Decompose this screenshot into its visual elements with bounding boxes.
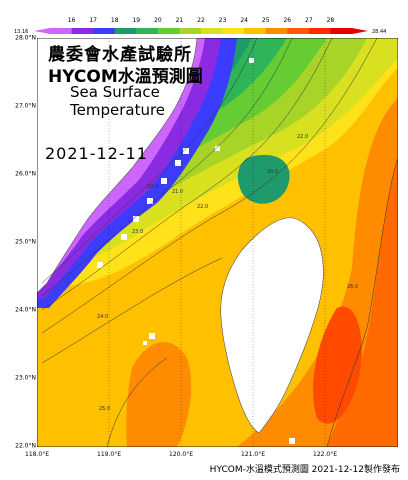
contour-21 bbox=[41, 38, 293, 297]
lon-label: 122.0°E bbox=[313, 451, 337, 458]
contour-26 bbox=[326, 157, 398, 447]
cool-lens-strait bbox=[237, 154, 290, 204]
colorbar-segment bbox=[71, 28, 94, 34]
colorbar-segment bbox=[136, 28, 159, 34]
lat-label: 27.0°N bbox=[15, 102, 36, 110]
colorbar-tick-label: 17 bbox=[89, 17, 97, 24]
contour-label: 21.0 bbox=[172, 189, 183, 195]
colorbar-tick-label: 21 bbox=[176, 17, 184, 24]
colorbar-arrow-min bbox=[34, 28, 50, 34]
contour-label: 22.0 bbox=[197, 204, 208, 210]
lat-label: 22.0°N bbox=[15, 442, 36, 450]
colorbar-segment bbox=[50, 28, 73, 34]
coastal-cell bbox=[183, 148, 189, 154]
model-title: HYCOM水溫預測圖 bbox=[48, 67, 203, 87]
colorbar-tick-label: 19 bbox=[132, 17, 140, 24]
colorbar-tick-label: 23 bbox=[219, 17, 227, 24]
china-mainland bbox=[37, 38, 198, 294]
colorbar-segment bbox=[93, 28, 116, 34]
colorbar-segment bbox=[157, 28, 180, 34]
penghu-island bbox=[143, 341, 147, 345]
contour-label: 26.0 bbox=[347, 284, 358, 290]
temp-band-27 bbox=[327, 158, 398, 447]
warm-patch-east bbox=[313, 306, 362, 424]
coastal-cell bbox=[175, 160, 181, 166]
contour-24 bbox=[41, 257, 223, 364]
coastal-cell bbox=[133, 216, 139, 222]
contour-22 bbox=[41, 38, 333, 311]
coastal-cell bbox=[121, 234, 127, 240]
contour-20 bbox=[41, 38, 258, 284]
colorbar-segment bbox=[201, 28, 224, 34]
lat-label: 26.0°N bbox=[15, 170, 36, 178]
colorbar-arrow-max bbox=[352, 28, 368, 34]
coastal-cell bbox=[249, 58, 254, 63]
taiwan-island bbox=[220, 217, 324, 434]
colorbar-tick-label: 16 bbox=[68, 17, 76, 24]
colorbar-segment bbox=[330, 28, 353, 34]
penghu-island bbox=[149, 333, 155, 339]
lat-label: 28.0°N bbox=[15, 34, 36, 42]
subtitle-line-2: Temperature bbox=[70, 101, 166, 119]
colorbar-tick-label: 22 bbox=[197, 17, 205, 24]
colorbar-segment bbox=[287, 28, 310, 34]
colorbar-tick-label: 28 bbox=[327, 17, 335, 24]
contour-25 bbox=[106, 357, 168, 447]
sea-temperature-map: 20.0 21.0 22.0 23.0 24.0 25.0 26.0 20.0 … bbox=[37, 38, 398, 447]
colorbar-segment bbox=[308, 28, 331, 34]
institute-title: 農委會水產試驗所 bbox=[48, 45, 192, 65]
coastal-cell bbox=[147, 198, 153, 204]
lon-label: 119.0°E bbox=[97, 451, 121, 458]
colorbar-segment bbox=[179, 28, 202, 34]
colorbar-max-label: 28.44 bbox=[372, 29, 386, 35]
warm-patch-southwest bbox=[126, 341, 192, 447]
contour-label: 22.0 bbox=[297, 134, 308, 140]
footer-caption: HYCOM-水溫模式預測圖 2021-12-12製作發布 bbox=[209, 465, 400, 475]
colorbar-tick-label: 26 bbox=[283, 17, 291, 24]
colorbar-tick-label: 18 bbox=[111, 17, 119, 24]
color-scale-graphic: 16 17 18 19 20 21 22 23 24 25 26 27 28 13.16 28.44 bbox=[14, 17, 386, 35]
lat-label: 23.0°N bbox=[15, 374, 36, 382]
lat-label: 25.0°N bbox=[15, 238, 36, 246]
colorbar-tick-label: 27 bbox=[305, 17, 313, 24]
coastal-cell bbox=[289, 438, 295, 444]
lon-label: 118.0°E bbox=[25, 451, 49, 458]
contour-label: 20.0 bbox=[267, 169, 278, 175]
colorbar-segment bbox=[114, 28, 137, 34]
coastal-cell bbox=[215, 146, 220, 151]
colorbar-segment bbox=[244, 28, 267, 34]
lon-label: 121.0°E bbox=[241, 451, 265, 458]
contour-label: 23.0 bbox=[132, 229, 143, 235]
colorbar-tick-label: 24 bbox=[240, 17, 248, 24]
coastal-cell bbox=[161, 178, 167, 184]
contour-label: 20.0 bbox=[147, 184, 158, 190]
lat-label: 24.0°N bbox=[15, 306, 36, 314]
contour-label: 25.0 bbox=[99, 406, 110, 412]
contour-label: 24.0 bbox=[97, 314, 108, 320]
subtitle-line-1: Sea Surface bbox=[70, 83, 160, 101]
colorbar-tick-label: 20 bbox=[154, 17, 162, 24]
lon-label: 120.0°E bbox=[169, 451, 193, 458]
forecast-date: 2021-12-11 bbox=[45, 144, 148, 163]
color-scale-bar: 16 17 18 19 20 21 22 23 24 25 26 27 28 13.16 28.44 bbox=[0, 0, 408, 38]
colorbar-segment bbox=[222, 28, 245, 34]
coastal-cell bbox=[97, 262, 103, 268]
colorbar-tick-label: 25 bbox=[262, 17, 270, 24]
colorbar-min-label: 13.16 bbox=[14, 29, 28, 35]
colorbar-segment bbox=[265, 28, 288, 34]
